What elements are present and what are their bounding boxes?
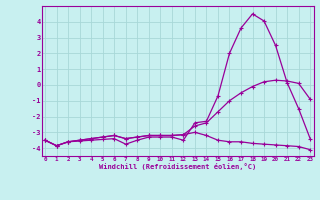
X-axis label: Windchill (Refroidissement éolien,°C): Windchill (Refroidissement éolien,°C) — [99, 163, 256, 170]
